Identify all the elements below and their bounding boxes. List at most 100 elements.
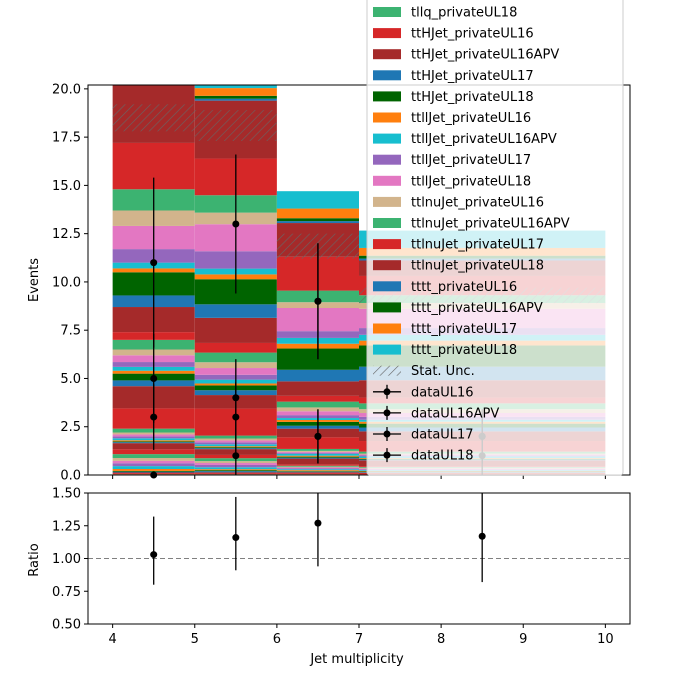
legend-label: dataUL18 xyxy=(411,449,474,464)
legend-swatch xyxy=(373,344,401,355)
x-tick-label: 8 xyxy=(437,632,445,647)
legend-swatch xyxy=(373,260,401,271)
legend-label: tllq_privateUL18 xyxy=(411,6,517,21)
legend-label: ttllJet_privateUL16 xyxy=(411,111,531,126)
bar-segment xyxy=(194,352,277,363)
bar-segment xyxy=(276,470,359,472)
x-axis-label: Jet multiplicity xyxy=(309,652,404,667)
legend-marker xyxy=(383,388,391,396)
bar-segment xyxy=(112,454,195,459)
bar-segment xyxy=(276,473,359,475)
ratio-point xyxy=(232,534,240,542)
legend-swatch xyxy=(373,133,401,144)
legend-swatch xyxy=(373,49,401,60)
bar-segment xyxy=(113,67,195,70)
bar-segment xyxy=(112,449,195,455)
bar-segment xyxy=(112,463,195,467)
legend-swatch xyxy=(373,7,401,17)
legend-label: ttlnuJet_privateUL18 xyxy=(411,259,544,274)
legend-label: dataUL17 xyxy=(411,428,474,443)
legend-swatch xyxy=(373,175,401,186)
legend-label: tttt_privateUL18 xyxy=(411,343,517,358)
x-tick-label: 9 xyxy=(519,632,527,647)
legend-label: ttHJet_privateUL18 xyxy=(411,90,534,105)
bar-segment xyxy=(276,369,359,382)
bar-segment xyxy=(276,466,359,468)
bar-segment xyxy=(194,95,277,99)
bar-segment xyxy=(113,62,195,64)
data-point xyxy=(150,374,158,382)
legend-label: ttlnuJet_privateUL17 xyxy=(411,238,544,253)
main-y-axis: 0.0 2.5 5.0 7.5 10.0 12.5 15.0 17.5 20.0 xyxy=(52,82,88,484)
bar-segment xyxy=(113,64,195,67)
ratio-point xyxy=(314,519,322,527)
legend-swatch xyxy=(373,112,401,123)
y-tick-label: 12.5 xyxy=(52,227,81,242)
legend-swatch xyxy=(373,91,401,102)
bar-segment xyxy=(276,464,359,466)
y-tick-label: 5.0 xyxy=(60,372,81,387)
bar-segment xyxy=(276,467,359,469)
y-tick-label: 17.5 xyxy=(52,131,81,146)
bar-segment xyxy=(276,469,359,471)
x-tick-label: 5 xyxy=(191,632,199,647)
bar-segment xyxy=(276,221,359,224)
ratio-y-axis-label: Ratio xyxy=(27,543,42,576)
legend-swatch xyxy=(373,302,401,313)
bar-segment xyxy=(194,98,277,101)
legend-marker xyxy=(383,451,391,459)
ratio-point xyxy=(150,551,158,559)
legend-marker xyxy=(383,409,391,417)
data-point xyxy=(150,259,158,267)
stat-unc-box xyxy=(112,104,195,132)
x-tick-label: 4 xyxy=(108,632,116,647)
bar-segment xyxy=(194,85,277,89)
main-y-axis-label: Events xyxy=(27,258,42,302)
legend-swatch xyxy=(373,70,401,81)
bar-segment xyxy=(276,218,359,222)
legend-label: dataUL16 xyxy=(411,385,474,400)
bar-segment xyxy=(276,191,359,209)
legend-label: Stat. Unc. xyxy=(411,364,475,379)
data-point xyxy=(232,452,240,460)
bar-segment xyxy=(276,472,359,474)
bar-segment xyxy=(194,342,277,353)
x-tick-label: 10 xyxy=(597,632,614,647)
bar-segment xyxy=(276,471,359,472)
bar-segment xyxy=(113,57,195,62)
y-tick-label: 1.25 xyxy=(52,519,81,534)
legend-label: dataUL16APV xyxy=(411,406,499,421)
bar-segment xyxy=(276,401,359,408)
data-point xyxy=(314,432,322,440)
y-tick-label: 1.00 xyxy=(52,552,81,567)
legend-label: ttllJet_privateUL16APV xyxy=(411,132,557,147)
legend-label: ttHJet_privateUL17 xyxy=(411,69,534,84)
legend-swatch xyxy=(373,154,401,165)
bar-segment xyxy=(194,88,277,96)
y-tick-label: 20.0 xyxy=(52,82,81,97)
legend-swatch xyxy=(373,281,401,292)
y-tick-label: 0.75 xyxy=(52,585,81,600)
bar-segment xyxy=(112,466,195,470)
y-tick-label: 1.50 xyxy=(52,487,81,502)
ratio-point xyxy=(478,532,486,540)
bar-segment xyxy=(276,471,359,473)
y-tick-label: 0.50 xyxy=(52,618,81,633)
y-tick-label: 7.5 xyxy=(60,324,81,339)
x-tick-label: 7 xyxy=(355,632,363,647)
legend-label: ttHJet_privateUL16APV xyxy=(411,48,559,63)
bar-segment xyxy=(112,469,195,471)
bar-segment xyxy=(194,317,277,343)
y-tick-label: 10.0 xyxy=(52,275,81,290)
stat-unc-box xyxy=(194,110,277,141)
data-point xyxy=(232,220,240,228)
legend: tllq_privateUL18 ttHJet_privateUL16 ttHJet… xyxy=(366,0,624,476)
bar-segment xyxy=(112,458,195,461)
legend-label: ttlnuJet_privateUL16 xyxy=(411,195,544,210)
legend-swatch xyxy=(373,196,401,207)
bar-segment xyxy=(276,465,359,467)
legend-label: tttt_privateUL17 xyxy=(411,322,517,337)
y-tick-label: 0.0 xyxy=(60,469,81,484)
data-point xyxy=(232,394,240,402)
